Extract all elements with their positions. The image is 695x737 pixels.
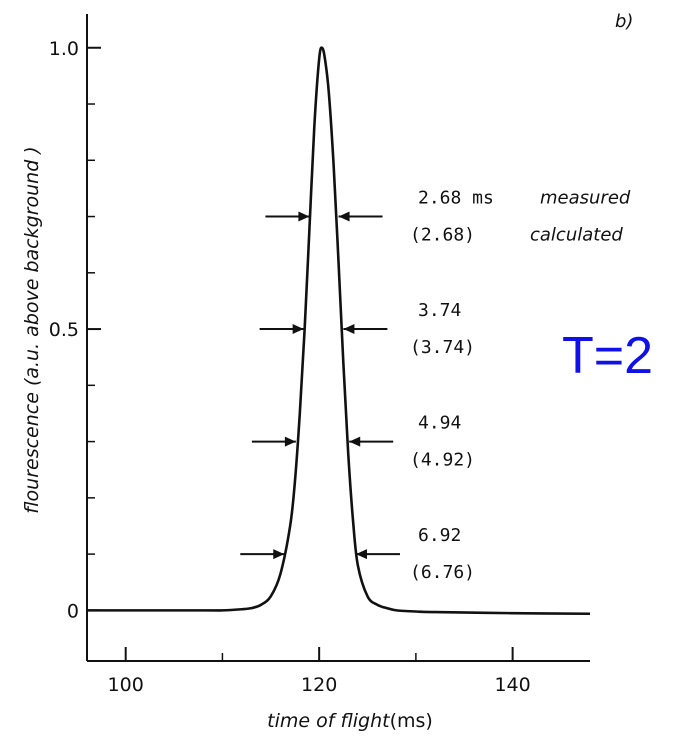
measured-width-label: 3.74 — [418, 300, 461, 321]
overlay-stamp: T=2 — [562, 327, 653, 385]
y-tick-label: 0.5 — [49, 319, 79, 341]
left-arrowhead — [292, 324, 304, 335]
right-arrowhead — [343, 324, 355, 335]
width-markers — [240, 211, 400, 560]
x-tick-label: 120 — [301, 674, 337, 696]
x-tick-label: 140 — [494, 674, 530, 696]
x-axis-title-text: time of flight — [267, 710, 391, 732]
y-tick-label: 1.0 — [49, 38, 79, 60]
plot-area: 0 0.5 1.0 100 120 140 2.68 ms (2.68) measured ca… — [49, 14, 631, 696]
x-axis-title: time of flight(ms) — [267, 710, 433, 732]
right-arrowhead — [349, 436, 361, 447]
calculated-width-label: (4.92) — [410, 450, 475, 471]
calculated-width-label: (6.76) — [410, 562, 475, 583]
calculated-legend-word: calculated — [530, 225, 623, 246]
calculated-width-label: (3.74) — [410, 337, 475, 358]
measured-width-label: 4.94 — [418, 413, 461, 434]
calculated-width-label: (2.68) — [410, 225, 475, 246]
y-axis-title: flourescence (a.u. above background ) — [21, 146, 43, 513]
x-tick-label: 100 — [108, 674, 144, 696]
measured-width-label: 6.92 — [418, 525, 461, 546]
right-arrowhead — [355, 549, 367, 560]
y-tick-label: 0 — [67, 600, 79, 622]
tick-labels: 0 0.5 1.0 100 120 140 — [49, 38, 531, 696]
left-arrowhead — [284, 436, 296, 447]
fluorescence-peak-curve — [87, 46, 591, 616]
left-arrowhead — [298, 211, 310, 222]
width-annotations: 2.68 ms (2.68) measured calculated 3.74 (3.74… — [410, 188, 631, 584]
x-axis-unit: (ms) — [390, 710, 433, 732]
left-arrowhead — [273, 549, 285, 560]
panel-label: b) — [615, 11, 633, 32]
measured-legend-word: measured — [540, 188, 631, 209]
measured-width-label: 2.68 ms — [418, 188, 494, 209]
right-arrowhead — [338, 211, 350, 222]
